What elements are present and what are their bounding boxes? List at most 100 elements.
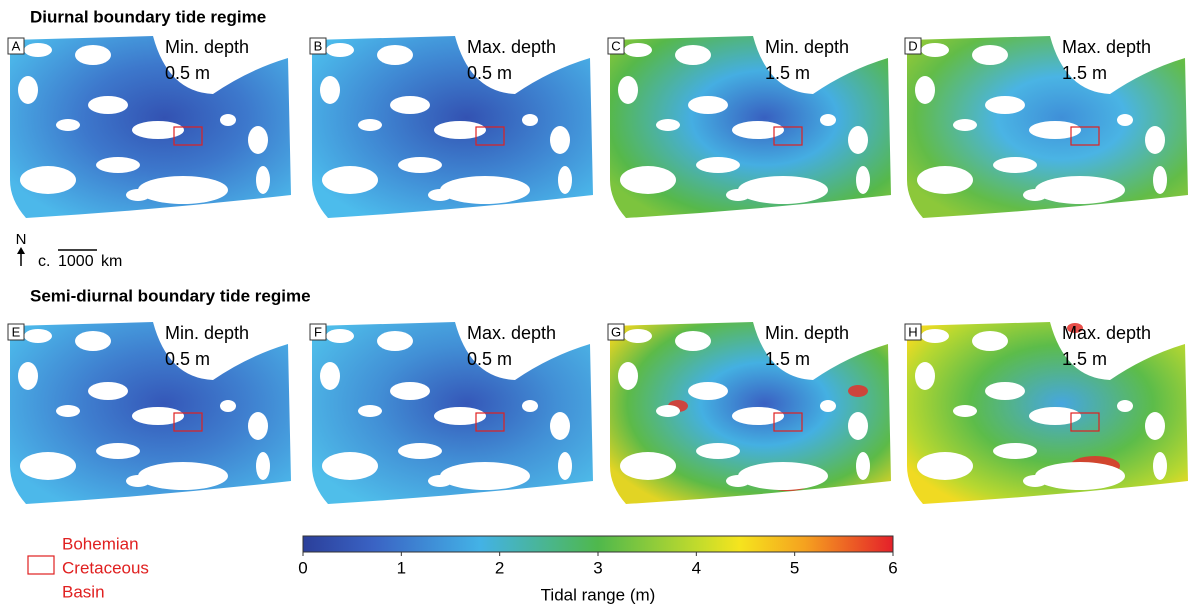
land-mask	[550, 126, 570, 154]
land-mask	[738, 176, 828, 204]
land-mask	[738, 462, 828, 490]
land-mask	[696, 443, 740, 459]
land-mask	[848, 412, 868, 440]
depth-value: 1.5 m	[765, 349, 810, 369]
land-mask	[248, 126, 268, 154]
land-mask	[675, 331, 711, 351]
land-mask	[88, 96, 128, 114]
land-mask	[915, 76, 935, 104]
land-mask	[326, 329, 354, 343]
land-mask	[618, 362, 638, 390]
land-mask	[1153, 166, 1167, 194]
land-mask	[620, 452, 676, 480]
land-mask	[75, 45, 111, 65]
depth-value: 0.5 m	[165, 63, 210, 83]
land-mask	[428, 189, 452, 201]
land-mask	[1035, 176, 1125, 204]
land-mask	[56, 405, 80, 417]
land-mask	[220, 400, 236, 412]
land-mask	[550, 412, 570, 440]
land-mask	[96, 443, 140, 459]
depth-value: 0.5 m	[467, 63, 512, 83]
colorbar-tick-label: 4	[692, 558, 701, 577]
land-mask	[985, 382, 1025, 400]
land-mask	[856, 166, 870, 194]
land-mask	[820, 400, 836, 412]
depth-value: 0.5 m	[467, 349, 512, 369]
land-mask	[917, 166, 973, 194]
land-mask	[1117, 114, 1133, 126]
depth-label: Max. depth	[1062, 37, 1151, 57]
scale-distance: 1000	[58, 253, 94, 270]
land-mask	[618, 76, 638, 104]
land-mask	[522, 400, 538, 412]
land-mask	[398, 157, 442, 173]
land-mask	[915, 362, 935, 390]
land-mask	[428, 475, 452, 487]
land-mask	[320, 76, 340, 104]
land-mask	[985, 96, 1025, 114]
colorbar-label: Tidal range (m)	[541, 585, 656, 604]
land-mask	[624, 43, 652, 57]
land-mask	[440, 462, 530, 490]
land-mask	[558, 452, 572, 480]
land-mask	[1145, 412, 1165, 440]
legend-label: Basin	[62, 582, 105, 601]
land-mask	[434, 121, 486, 139]
land-mask	[953, 119, 977, 131]
land-mask	[326, 43, 354, 57]
land-mask	[20, 452, 76, 480]
depth-label: Max. depth	[467, 37, 556, 57]
land-mask	[972, 331, 1008, 351]
land-mask	[993, 157, 1037, 173]
land-mask	[440, 176, 530, 204]
high-range-area	[848, 385, 868, 397]
land-mask	[18, 76, 38, 104]
scale-unit: km	[101, 253, 122, 270]
land-mask	[726, 475, 750, 487]
land-mask	[132, 407, 184, 425]
land-mask	[132, 121, 184, 139]
land-mask	[972, 45, 1008, 65]
land-mask	[558, 166, 572, 194]
land-mask	[820, 114, 836, 126]
land-mask	[256, 452, 270, 480]
land-mask	[75, 331, 111, 351]
panel-letter: G	[611, 324, 621, 339]
land-mask	[1023, 189, 1047, 201]
depth-label: Min. depth	[765, 323, 849, 343]
north-arrowhead	[17, 247, 25, 254]
land-mask	[624, 329, 652, 343]
land-mask	[248, 412, 268, 440]
land-mask	[322, 166, 378, 194]
land-mask	[921, 329, 949, 343]
colorbar-tick-label: 6	[888, 558, 897, 577]
land-mask	[20, 166, 76, 194]
panel-letter: F	[314, 324, 322, 339]
legend-swatch	[28, 556, 54, 574]
depth-label: Max. depth	[1062, 323, 1151, 343]
land-mask	[320, 362, 340, 390]
depth-value: 1.5 m	[765, 63, 810, 83]
land-mask	[1023, 475, 1047, 487]
land-mask	[675, 45, 711, 65]
colorbar-tick-label: 3	[593, 558, 602, 577]
panel-letter: H	[908, 324, 917, 339]
legend-label: Cretaceous	[62, 558, 149, 577]
land-mask	[390, 382, 430, 400]
land-mask	[24, 43, 52, 57]
land-mask	[1035, 462, 1125, 490]
land-mask	[126, 475, 150, 487]
row-title: Diurnal boundary tide regime	[30, 7, 266, 26]
colorbar-tick-label: 0	[298, 558, 307, 577]
depth-value: 1.5 m	[1062, 349, 1107, 369]
land-mask	[96, 157, 140, 173]
depth-label: Max. depth	[467, 323, 556, 343]
land-mask	[126, 189, 150, 201]
land-mask	[656, 405, 680, 417]
land-mask	[322, 452, 378, 480]
land-mask	[220, 114, 236, 126]
land-mask	[377, 45, 413, 65]
land-mask	[696, 157, 740, 173]
depth-value: 1.5 m	[1062, 63, 1107, 83]
